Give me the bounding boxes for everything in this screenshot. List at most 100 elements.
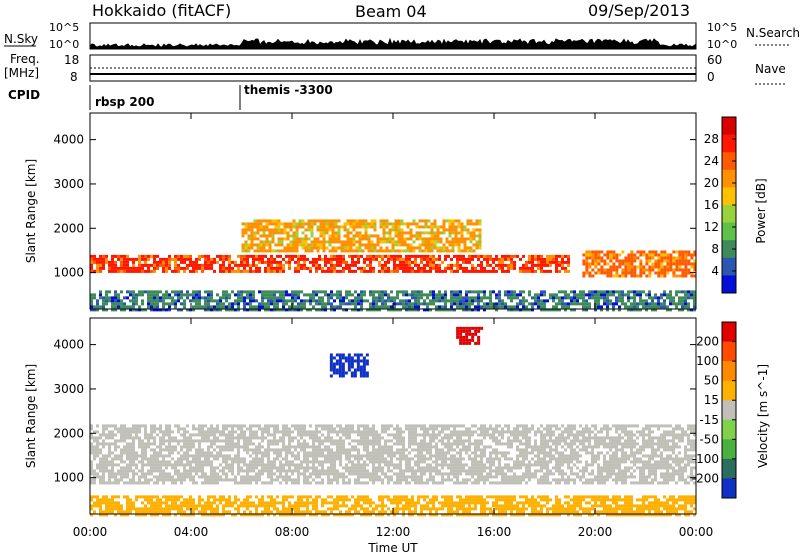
heatmap-cell xyxy=(327,451,330,455)
heatmap-cell xyxy=(162,481,165,485)
heatmap-cell xyxy=(138,269,141,273)
heatmap-cell xyxy=(315,436,318,440)
heatmap-cell xyxy=(243,445,246,449)
heatmap-cell xyxy=(204,305,207,309)
heatmap-cell xyxy=(283,231,287,235)
heatmap-cell xyxy=(321,463,324,467)
heatmap-cell xyxy=(339,305,342,309)
heatmap-cell xyxy=(183,430,186,434)
heatmap-cell xyxy=(348,302,351,306)
heatmap-cell xyxy=(510,466,513,470)
heatmap-cell xyxy=(462,433,465,437)
heatmap-cell xyxy=(225,305,228,309)
heatmap-cell xyxy=(117,469,120,473)
heatmap-cell xyxy=(480,460,483,464)
heatmap-cell xyxy=(364,243,368,247)
heatmap-cell xyxy=(444,290,447,294)
heatmap-cell xyxy=(366,263,369,267)
heatmap-cell xyxy=(633,290,636,294)
heatmap-cell xyxy=(471,442,474,446)
heatmap-cell xyxy=(249,469,252,473)
heatmap-cell xyxy=(451,222,455,226)
heatmap-cell xyxy=(285,254,288,258)
heatmap-cell xyxy=(459,463,462,467)
heatmap-cell xyxy=(126,257,129,261)
heatmap-cell xyxy=(231,457,234,461)
heatmap-cell xyxy=(546,442,549,446)
heatmap-cell xyxy=(345,430,348,434)
heatmap-cell xyxy=(394,222,398,226)
heatmap-cell xyxy=(198,266,201,270)
heatmap-cell xyxy=(231,290,234,294)
heatmap-cell xyxy=(135,430,138,434)
freq-left-tick-bottom: 8 xyxy=(70,70,78,84)
heatmap-cell xyxy=(216,302,219,306)
heatmap-cell xyxy=(687,290,690,294)
heatmap-cell xyxy=(318,451,321,455)
colorbar-swatch xyxy=(722,134,736,153)
heatmap-cell xyxy=(534,302,537,306)
heatmap-cell xyxy=(300,257,303,261)
heatmap-cell xyxy=(507,296,510,300)
heatmap-cell xyxy=(456,293,459,297)
heatmap-cell xyxy=(102,266,105,270)
heatmap-cell xyxy=(117,427,120,431)
heatmap-cell xyxy=(90,442,93,446)
heatmap-cell xyxy=(216,481,219,485)
heatmap-cell xyxy=(456,424,459,428)
heatmap-cell xyxy=(150,478,153,482)
heatmap-cell xyxy=(249,433,252,437)
heatmap-cell xyxy=(336,260,339,264)
heatmap-cell xyxy=(429,469,432,473)
heatmap-cell xyxy=(292,231,296,235)
heatmap-cell xyxy=(195,460,198,464)
heatmap-cell xyxy=(408,293,411,297)
heatmap-cell xyxy=(435,436,438,440)
heatmap-cell xyxy=(297,290,300,294)
heatmap-cell xyxy=(201,475,204,479)
heatmap-cell xyxy=(435,296,438,300)
heatmap-cell xyxy=(315,466,318,470)
heatmap-cell xyxy=(327,478,330,482)
heatmap-cell xyxy=(561,290,564,294)
heatmap-cell xyxy=(295,231,299,235)
y-tick-label: 3000 xyxy=(53,177,84,191)
heatmap-cell xyxy=(454,231,458,235)
heatmap-cell xyxy=(141,299,144,303)
heatmap-cell xyxy=(417,445,420,449)
heatmap-cell xyxy=(327,302,330,306)
heatmap-cell xyxy=(498,472,501,476)
heatmap-cell xyxy=(537,260,540,264)
heatmap-cell xyxy=(138,430,141,434)
heatmap-cell xyxy=(126,305,129,309)
heatmap-cell xyxy=(387,308,390,312)
heatmap-cell xyxy=(147,293,150,297)
heatmap-cell xyxy=(411,478,414,482)
heatmap-cell xyxy=(255,433,258,437)
heatmap-cell xyxy=(369,260,372,264)
heatmap-cell xyxy=(285,427,288,431)
heatmap-cell xyxy=(258,451,261,455)
heatmap-cell xyxy=(279,454,282,458)
heatmap-cell xyxy=(531,463,534,467)
heatmap-cell xyxy=(403,249,407,253)
heatmap-cell xyxy=(150,424,153,428)
heatmap-cell xyxy=(177,451,180,455)
heatmap-cell xyxy=(318,445,321,449)
heatmap-cell xyxy=(249,290,252,294)
heatmap-cell xyxy=(324,257,327,261)
heatmap-cell xyxy=(304,234,308,238)
heatmap-cell xyxy=(273,427,276,431)
heatmap-cell xyxy=(423,424,426,428)
heatmap-cell xyxy=(144,448,147,452)
heatmap-cell xyxy=(399,439,402,443)
heatmap-cell xyxy=(399,433,402,437)
heatmap-cell xyxy=(186,442,189,446)
heatmap-cell xyxy=(409,249,413,253)
heatmap-cell xyxy=(378,469,381,473)
heatmap-cell xyxy=(159,469,162,473)
heatmap-cell xyxy=(439,225,443,229)
heatmap-cell xyxy=(639,290,642,294)
heatmap-cell xyxy=(198,305,201,309)
heatmap-cell xyxy=(414,257,417,261)
